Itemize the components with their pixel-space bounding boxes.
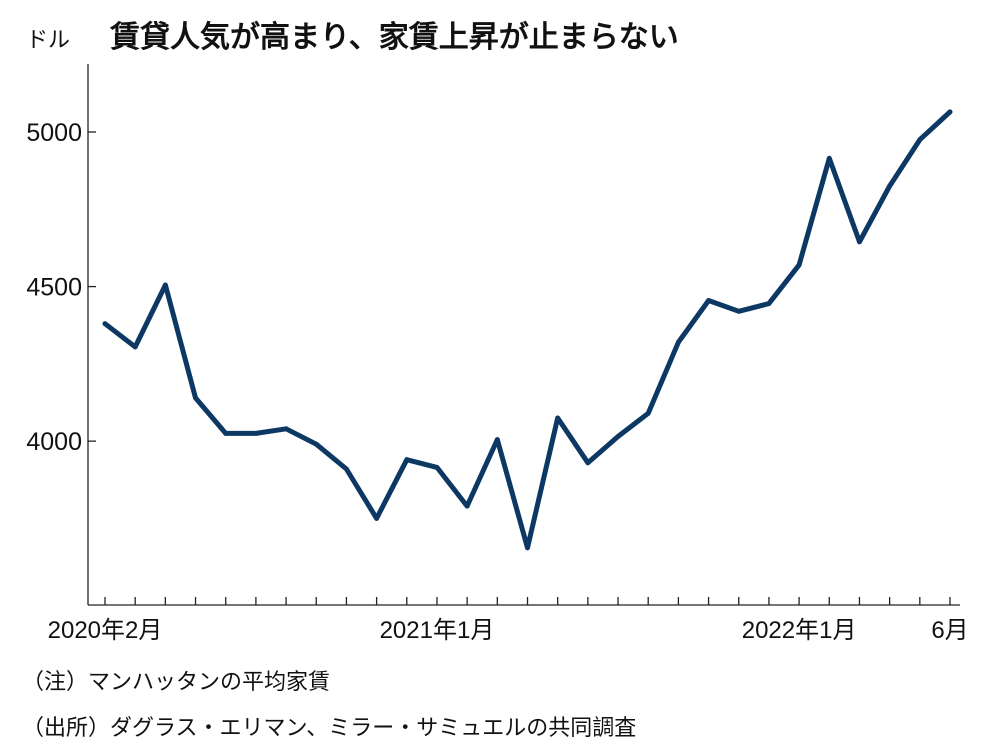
data-point bbox=[344, 466, 349, 472]
data-point bbox=[404, 457, 410, 463]
data-point bbox=[766, 301, 772, 306]
data-point bbox=[313, 441, 319, 447]
data-point bbox=[796, 262, 802, 268]
chart-title: 賃貸人気が高まり、家賃上昇が止まらない bbox=[109, 20, 679, 55]
data-point bbox=[887, 183, 893, 189]
data-point bbox=[615, 434, 621, 439]
data-point bbox=[494, 437, 500, 443]
x-tick-label: 2021年1月 bbox=[380, 617, 495, 644]
data-point bbox=[283, 426, 289, 432]
x-tick-label: 2022年1月 bbox=[742, 617, 857, 644]
data-point bbox=[253, 431, 259, 436]
line-chart: 賃貸人気が高まり、家賃上昇が止まらない ドル 4000 4500 5000 2020… bbox=[26, 20, 969, 644]
series-line bbox=[102, 109, 953, 551]
y-tick-label: 4000 bbox=[26, 428, 82, 456]
data-point bbox=[826, 155, 832, 161]
data-point bbox=[464, 503, 470, 509]
data-point bbox=[585, 460, 591, 466]
x-tick-label: 2020年2月 bbox=[48, 617, 163, 644]
y-axis-unit-label: ドル bbox=[26, 28, 70, 53]
data-point bbox=[162, 282, 168, 288]
data-point bbox=[193, 395, 198, 401]
data-point bbox=[706, 298, 711, 303]
x-tick-label: 6月 bbox=[931, 617, 968, 644]
data-point bbox=[374, 516, 380, 521]
data-point bbox=[555, 415, 561, 421]
series-layer bbox=[102, 109, 953, 551]
data-point bbox=[434, 465, 440, 470]
data-point bbox=[947, 109, 953, 115]
data-point bbox=[675, 339, 681, 345]
data-point bbox=[525, 545, 530, 551]
y-tick-label: 5000 bbox=[26, 119, 82, 147]
data-point bbox=[917, 137, 923, 143]
data-point bbox=[132, 344, 138, 350]
x-axis: 2020年2月 2021年1月 2022年1月 6月 bbox=[48, 597, 969, 644]
data-point bbox=[645, 410, 651, 416]
data-point bbox=[102, 321, 108, 327]
chart-note: （注）マンハッタンの平均家賃 bbox=[22, 670, 331, 695]
chart-source: （出所）ダグラス・エリマン、ミラー・サミュエルの共同調査 bbox=[22, 716, 637, 741]
data-point bbox=[223, 431, 229, 436]
y-tick-label: 4500 bbox=[26, 274, 82, 302]
y-axis: 4000 4500 5000 bbox=[26, 64, 96, 605]
data-point bbox=[736, 308, 742, 314]
data-point bbox=[857, 239, 862, 245]
